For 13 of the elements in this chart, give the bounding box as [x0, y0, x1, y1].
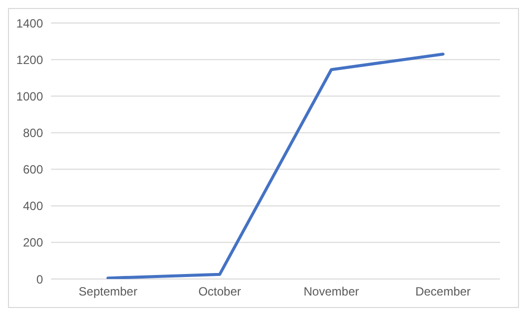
y-tick-label: 1200 [16, 52, 44, 67]
y-tick-label: 400 [22, 199, 44, 214]
y-tick-label: 800 [22, 126, 44, 140]
y-tick-label: 600 [22, 162, 44, 177]
x-tick-label: September [78, 284, 138, 299]
y-tick-label: 0 [36, 272, 44, 286]
y-tick-label: 200 [22, 236, 44, 250]
line-series [106, 52, 444, 279]
y-tick-label: 1400 [16, 16, 44, 30]
x-tick-label: October [198, 284, 242, 299]
y-tick-label: 1000 [16, 89, 44, 104]
x-tick-label: December [415, 284, 471, 299]
x-tick-label: November [304, 284, 360, 299]
